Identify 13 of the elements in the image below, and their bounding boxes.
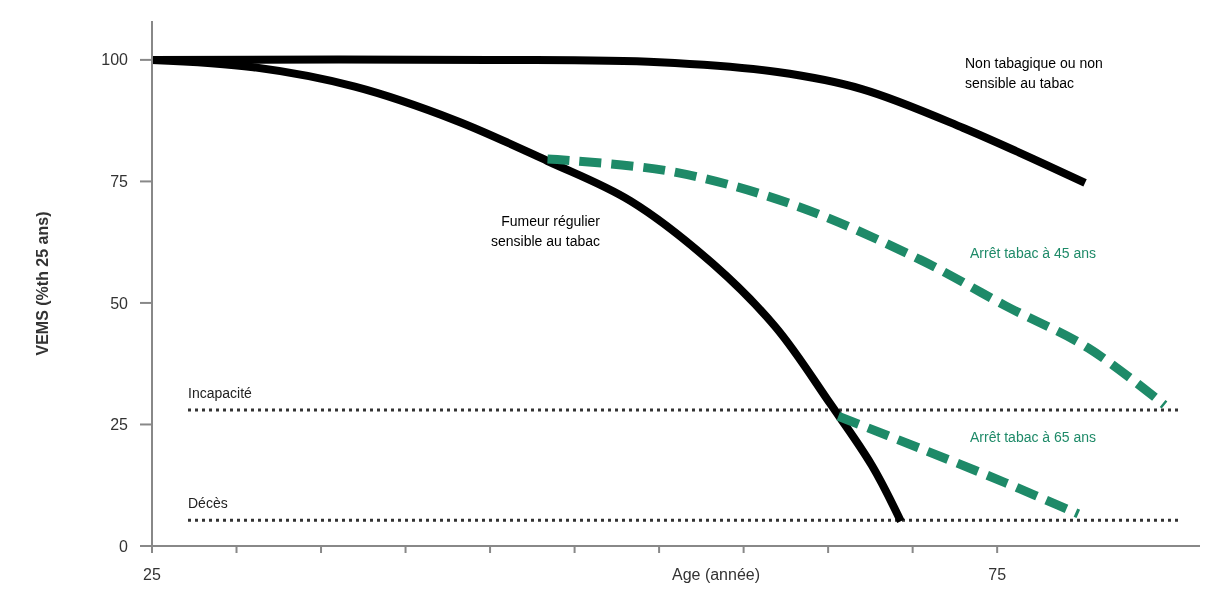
y-tick-label: 50 — [110, 294, 129, 312]
series-label: Arrêt tabac à 45 ans — [970, 245, 1097, 261]
y-tick-label: 0 — [119, 537, 129, 555]
x-axis-title: Age (année) — [671, 566, 761, 583]
y-axis-title: VEMS (%th 25 ans) — [34, 211, 51, 356]
y-tick-label: 75 — [110, 173, 129, 191]
y-tick-label: 25 — [110, 416, 129, 434]
ref-line-label: Incapacité — [188, 384, 253, 401]
y-tick-label: 100 — [101, 51, 129, 69]
text: Non tabagique ou non sensible au tabac — [965, 55, 1103, 91]
ref-line-label: Décès — [188, 495, 228, 512]
series-label: Fumeur régulier sensible au tabac — [491, 213, 601, 249]
series-label: Arrêt tabac à 65 ans — [970, 429, 1097, 445]
